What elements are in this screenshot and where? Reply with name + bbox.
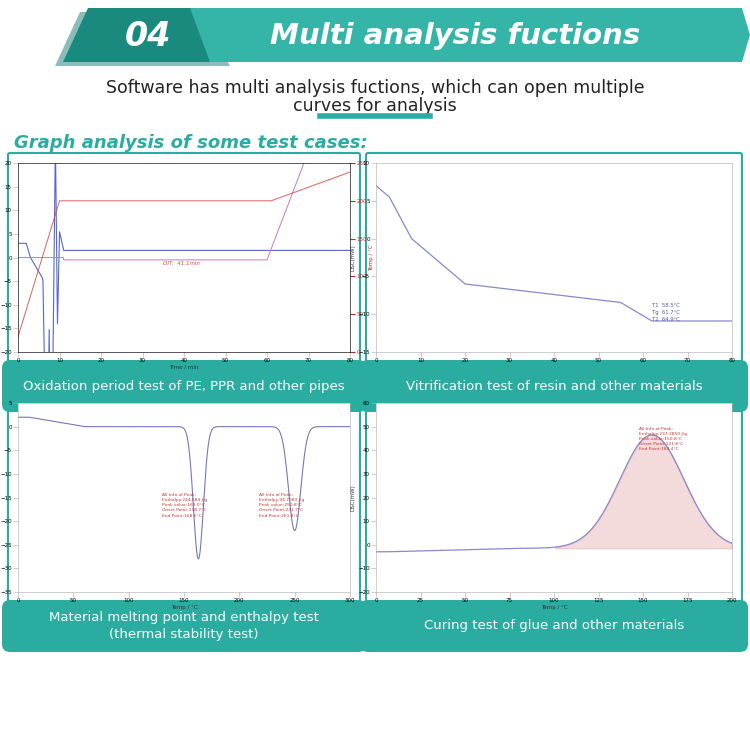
FancyBboxPatch shape <box>360 600 748 652</box>
Text: OIT:  41.1min: OIT: 41.1min <box>164 261 200 266</box>
Text: All Info of Peak:
Enthalpy:244.684 J/g
Peak value:163.0°C
Onset Point:158.7°C
En: All Info of Peak: Enthalpy:244.684 J/g P… <box>162 492 207 517</box>
Text: Material melting point and enthalpy test
(thermal stability test): Material melting point and enthalpy test… <box>49 611 319 641</box>
FancyBboxPatch shape <box>366 153 742 362</box>
Polygon shape <box>63 8 232 62</box>
FancyBboxPatch shape <box>8 153 360 362</box>
Y-axis label: DSC(mW): DSC(mW) <box>350 244 355 271</box>
X-axis label: Time / min: Time / min <box>170 364 199 370</box>
Text: curves for analysis: curves for analysis <box>293 97 457 115</box>
FancyBboxPatch shape <box>360 360 748 412</box>
X-axis label: Temp / °C: Temp / °C <box>171 605 197 610</box>
Y-axis label: Temp / °C: Temp / °C <box>370 244 374 271</box>
Polygon shape <box>190 8 730 62</box>
Text: All Info of Peak:
Enthalpy:237.3850 J/g
Peak value:150.8°C
Onset Point:131.8°C
E: All Info of Peak: Enthalpy:237.3850 J/g … <box>640 427 688 452</box>
Polygon shape <box>55 12 230 66</box>
FancyBboxPatch shape <box>2 600 366 652</box>
X-axis label: Temp / °C: Temp / °C <box>541 605 567 610</box>
Text: Oxidation period test of PE, PPR and other pipes: Oxidation period test of PE, PPR and oth… <box>23 380 345 392</box>
Text: Software has multi analysis fuctions, which can open multiple: Software has multi analysis fuctions, wh… <box>106 79 644 97</box>
Text: T1  58.5°C
Tg  61.7°C
T2  64.9°C: T1 58.5°C Tg 61.7°C T2 64.9°C <box>652 303 680 322</box>
Text: Curing test of glue and other materials: Curing test of glue and other materials <box>424 620 684 633</box>
FancyBboxPatch shape <box>366 393 742 602</box>
Text: 04: 04 <box>124 20 171 53</box>
Text: All Info of Peak:
Enthalpy:94.7060 J/g
Peak value:250.8°C
Onset Point:241.7°C
En: All Info of Peak: Enthalpy:94.7060 J/g P… <box>260 492 305 517</box>
Polygon shape <box>710 8 750 62</box>
FancyBboxPatch shape <box>8 393 360 602</box>
FancyBboxPatch shape <box>2 360 366 412</box>
Text: Graph analysis of some test cases:: Graph analysis of some test cases: <box>14 134 368 152</box>
Y-axis label: DSC(mW): DSC(mW) <box>350 484 355 511</box>
Text: Multi analysis fuctions: Multi analysis fuctions <box>270 22 640 50</box>
Text: Vitrification test of resin and other materials: Vitrification test of resin and other ma… <box>406 380 702 392</box>
